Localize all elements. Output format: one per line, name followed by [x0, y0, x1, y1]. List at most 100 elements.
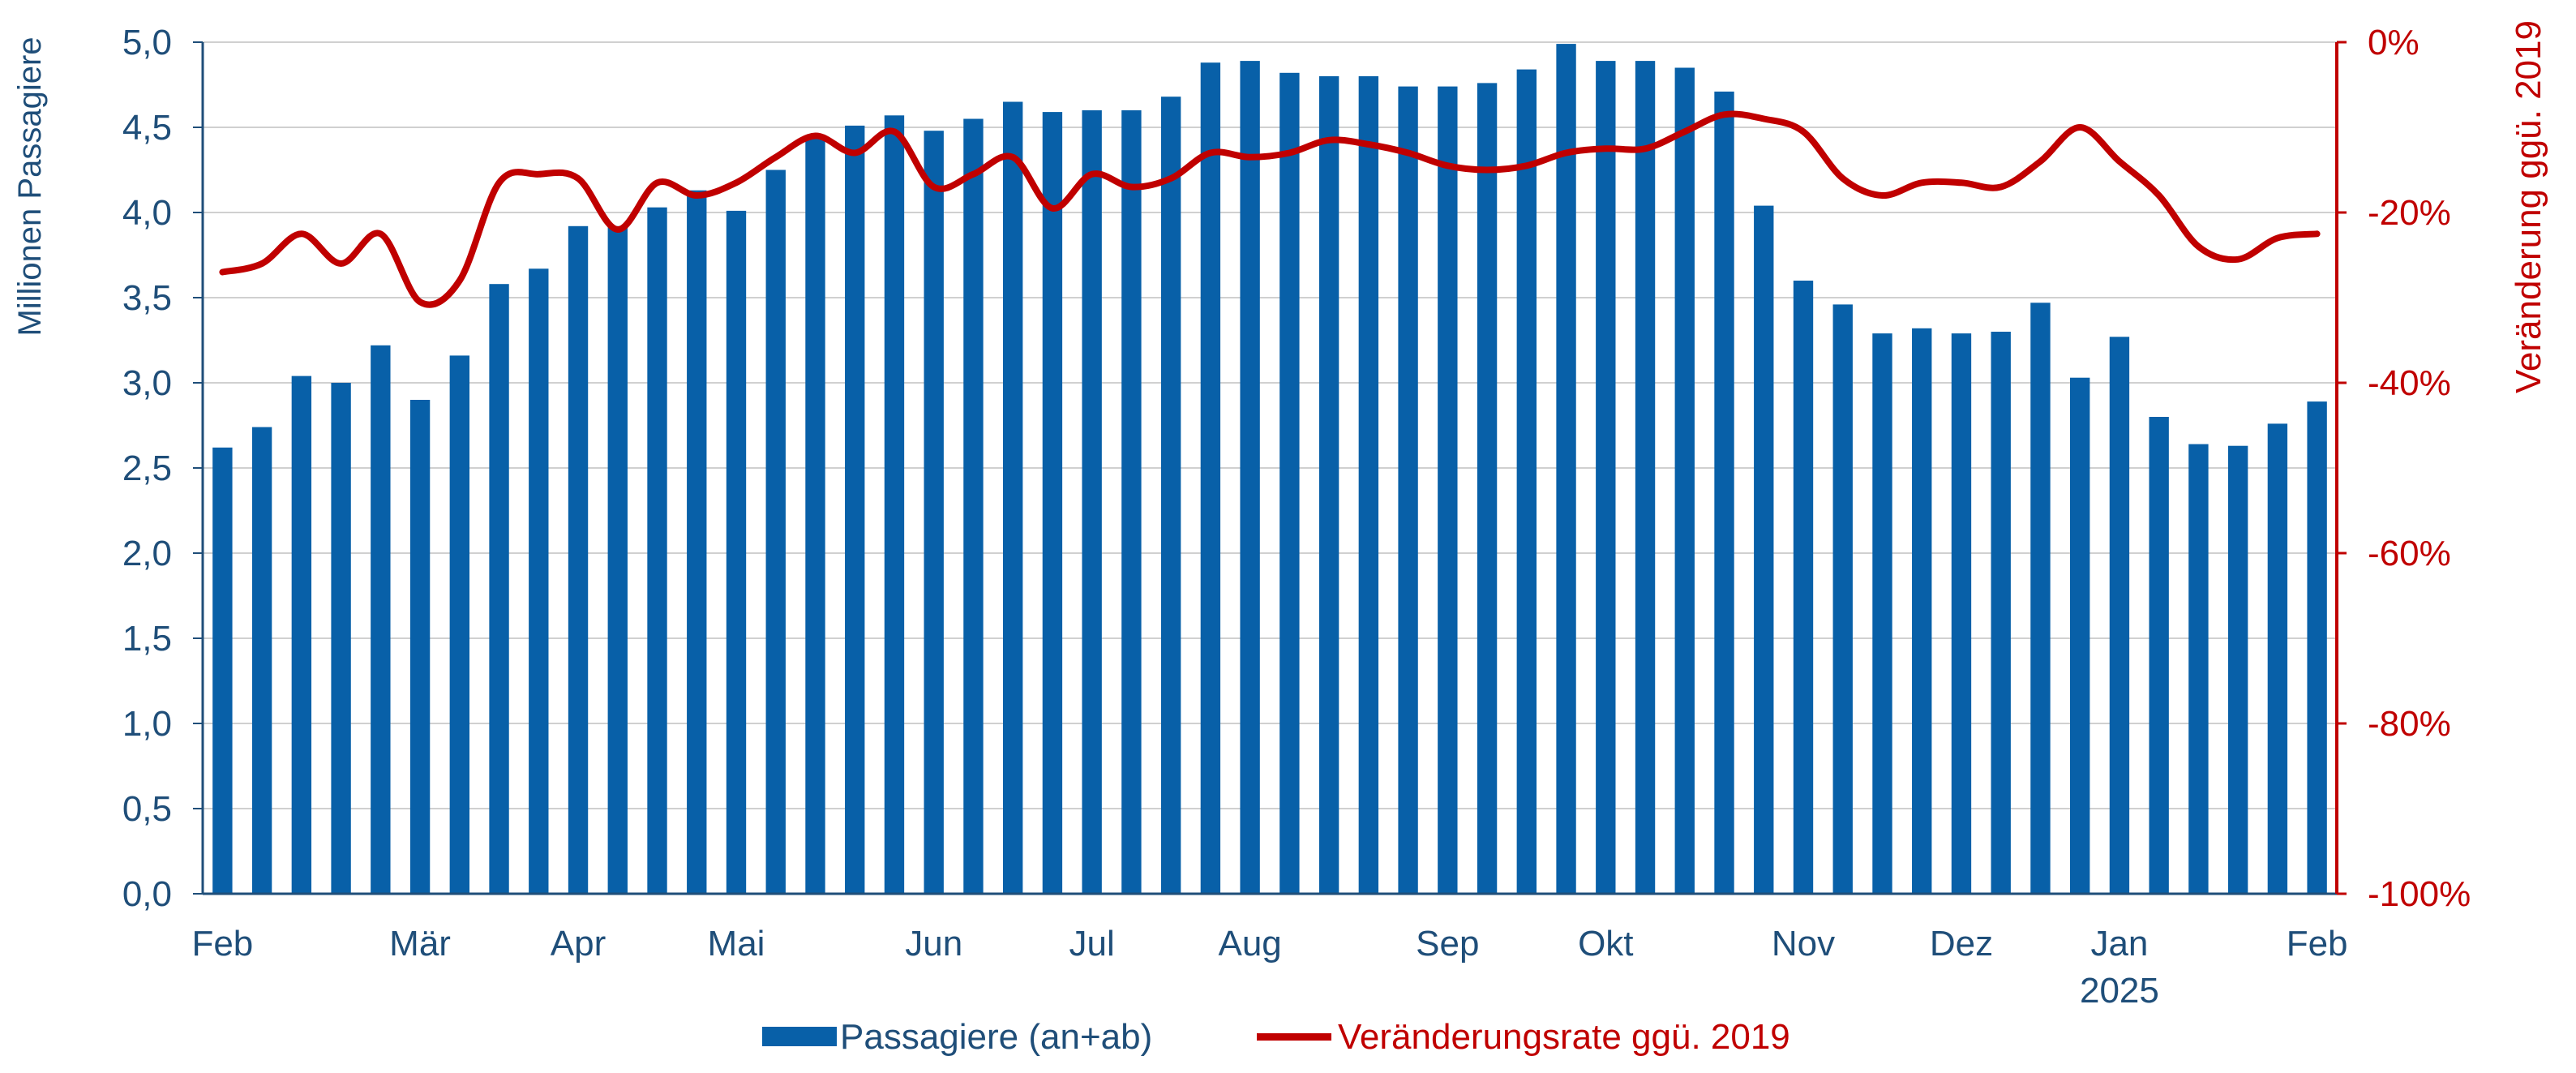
bar [726, 210, 747, 894]
bar [1082, 110, 1102, 894]
bar [1279, 72, 1300, 895]
bar [963, 118, 984, 894]
bar [568, 225, 589, 894]
x-tick-label: Mai [708, 924, 765, 964]
bar [845, 125, 865, 894]
bar [212, 447, 233, 894]
x-tick-label: Sep [1416, 924, 1479, 964]
bar [2030, 303, 2051, 894]
bar [1200, 62, 1221, 895]
bar [2267, 423, 2288, 894]
bar [1596, 61, 1616, 895]
bar [1240, 61, 1260, 895]
bar [1912, 328, 1932, 894]
bar [1872, 333, 1892, 895]
bar [331, 383, 351, 894]
x-tick-label: Feb [191, 924, 253, 964]
bar [2188, 444, 2209, 894]
bar [924, 131, 944, 894]
right-tick-label: -40% [2368, 363, 2451, 403]
bar [765, 170, 786, 894]
legend-swatch-veraenderungsrate [1257, 1033, 1331, 1041]
left-tick-label: 1,0 [122, 704, 172, 744]
left-tick-label: 0,5 [122, 789, 172, 829]
right-tick-label: -80% [2368, 704, 2451, 744]
bar [291, 376, 312, 895]
right-tick-label: -100% [2368, 874, 2471, 914]
bar [1991, 332, 2011, 894]
x-tick-label: Feb [2287, 924, 2348, 964]
bar [1121, 110, 1142, 894]
x-tick-label: Jan [2090, 924, 2148, 964]
line-path [219, 110, 2321, 308]
bar [1160, 97, 1181, 894]
bar [1635, 61, 1656, 895]
legend-swatch-passagiere [762, 1027, 837, 1046]
left-tick-label: 2,5 [122, 449, 172, 488]
x-tick-label: Mär [389, 924, 451, 964]
left-tick-label: 2,0 [122, 534, 172, 573]
line-series [219, 110, 2321, 308]
bar [2149, 417, 2169, 894]
left-tick-label: 4,0 [122, 193, 172, 233]
left-axis-title: Millionen Passagiere [12, 36, 48, 336]
bar [489, 284, 509, 894]
bar [805, 137, 825, 895]
tick-labels: 0,0 0,5 1,0 1,5 2,0 2,5 3,0 3,5 4,0 4,5 5,0 -100% -8… [122, 23, 2471, 1011]
left-tick-label: 0,0 [122, 874, 172, 914]
grid-lines [203, 41, 2337, 809]
bar [1042, 112, 1063, 895]
bar [1516, 69, 1537, 895]
left-tick-label: 3,5 [122, 278, 172, 318]
bar [1951, 333, 1972, 895]
bar [884, 115, 905, 895]
bar [687, 190, 707, 894]
x-tick-label: Apr [551, 924, 606, 964]
left-tick-label: 1,5 [122, 619, 172, 659]
bar [647, 207, 667, 894]
bar [1714, 91, 1734, 894]
bar [409, 400, 431, 894]
x-tick-label: Nov [1772, 924, 1835, 964]
x-tick-label: Aug [1218, 924, 1281, 964]
bar [2227, 445, 2248, 894]
bar [1358, 76, 1379, 894]
x-tick-label: Jul [1069, 924, 1115, 964]
bar [2070, 377, 2090, 894]
x-tick-label: Jun [905, 924, 962, 964]
bar [449, 355, 469, 894]
left-tick-label: 5,0 [122, 23, 172, 62]
legend: Passagiere (an+ab) Veränderungsrate ggü.… [762, 1017, 1790, 1057]
bar [1793, 281, 1814, 894]
right-axis-title: Veränderung ggü. 2019 [2509, 20, 2548, 393]
axes [193, 41, 2347, 895]
bar [251, 427, 272, 894]
bar [1754, 205, 1774, 895]
bar [607, 225, 628, 894]
right-tick-label: 0% [2368, 23, 2420, 62]
bar [1477, 83, 1498, 894]
right-tick-label: -60% [2368, 534, 2451, 573]
bar [371, 345, 391, 894]
bar [1318, 76, 1339, 894]
bar [1674, 67, 1695, 894]
bar [1438, 86, 1458, 895]
bar [1556, 44, 1576, 895]
right-tick-label: -20% [2368, 193, 2451, 233]
legend-label-passagiere: Passagiere (an+ab) [840, 1017, 1152, 1057]
bar [2109, 337, 2130, 894]
bar [1003, 101, 1023, 894]
x-tick-label: Okt [1578, 924, 1633, 964]
bar-series [212, 44, 2327, 895]
x-year-label: 2025 [2080, 971, 2159, 1011]
bar [1832, 304, 1853, 894]
left-tick-label: 3,0 [122, 363, 172, 403]
left-tick-label: 4,5 [122, 108, 172, 148]
bar [2307, 401, 2327, 895]
bar [529, 268, 549, 894]
bar [1398, 86, 1418, 895]
x-tick-label: Dez [1930, 924, 1993, 964]
legend-label-veraenderungsrate: Veränderungsrate ggü. 2019 [1338, 1017, 1790, 1057]
